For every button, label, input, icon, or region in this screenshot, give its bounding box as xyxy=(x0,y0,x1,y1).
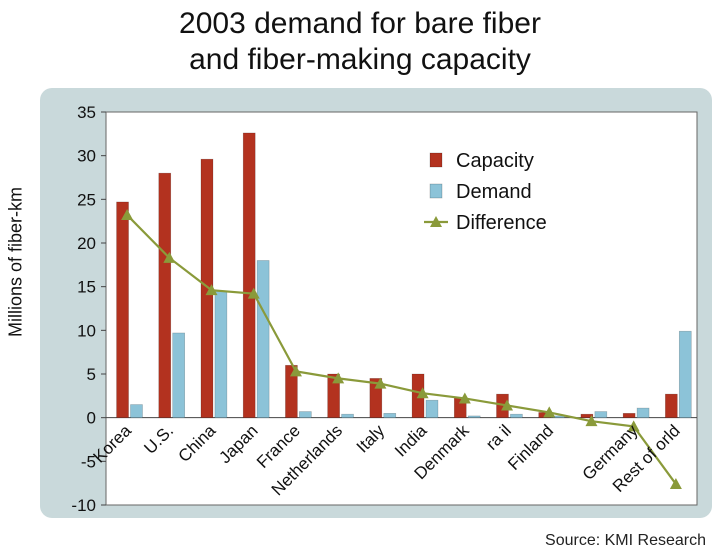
difference-marker xyxy=(247,287,260,299)
difference-marker xyxy=(289,365,302,377)
y-tick-label: -5 xyxy=(81,452,96,471)
bar-demand xyxy=(130,404,143,418)
difference-marker xyxy=(416,387,429,399)
y-tick-label: -10 xyxy=(71,496,96,515)
difference-marker xyxy=(501,399,514,411)
bar-demand xyxy=(172,332,185,418)
bar-capacity xyxy=(116,201,129,418)
difference-marker xyxy=(627,420,640,432)
bar-demand xyxy=(678,330,692,418)
difference-marker xyxy=(121,209,134,221)
difference-marker xyxy=(332,372,345,384)
y-tick-label: 0 xyxy=(87,409,96,428)
y-tick-label: 35 xyxy=(77,103,96,122)
legend-swatch-marker xyxy=(430,216,442,227)
bar-demand xyxy=(594,411,608,418)
legend-label-capacity: Capacity xyxy=(456,150,534,172)
difference-marker xyxy=(585,415,598,427)
bar-demand xyxy=(425,399,439,418)
difference-marker xyxy=(205,284,218,296)
bar-demand xyxy=(256,260,270,418)
difference-marker xyxy=(669,478,682,490)
y-tick-label: 30 xyxy=(77,147,96,166)
y-tick-label: 5 xyxy=(87,365,96,384)
legend-label-difference: Difference xyxy=(456,212,547,234)
bar-demand xyxy=(467,415,481,418)
difference-marker xyxy=(543,406,556,418)
y-tick-label: 20 xyxy=(77,234,96,253)
bar-capacity xyxy=(665,393,678,418)
bar-demand xyxy=(214,290,228,418)
bar-demand xyxy=(510,413,523,418)
legend-swatch-demand xyxy=(429,183,443,199)
difference-line xyxy=(126,214,677,485)
bar-capacity xyxy=(158,172,172,418)
bar-demand xyxy=(341,413,354,418)
source-note: Source: KMI Research xyxy=(545,532,706,549)
bar-demand xyxy=(383,412,397,418)
bar-demand xyxy=(299,411,312,418)
legend-swatch-capacity xyxy=(429,152,443,168)
chart-title-line-2: and fiber-making capacity xyxy=(189,43,531,76)
bar-capacity xyxy=(580,413,594,418)
y-tick-label: 15 xyxy=(77,278,96,297)
bar-capacity xyxy=(242,132,256,418)
bar-demand xyxy=(636,407,650,418)
bar-capacity xyxy=(622,412,636,418)
difference-marker xyxy=(458,392,471,404)
y-tick-label: 25 xyxy=(77,190,96,209)
y-tick-label: 10 xyxy=(77,321,96,340)
legend-label-demand: Demand xyxy=(456,181,532,203)
chart-title-line-1: 2003 demand for bare fiber xyxy=(179,7,541,40)
bar-capacity xyxy=(327,373,340,418)
difference-marker xyxy=(374,377,387,389)
difference-marker xyxy=(163,251,176,263)
